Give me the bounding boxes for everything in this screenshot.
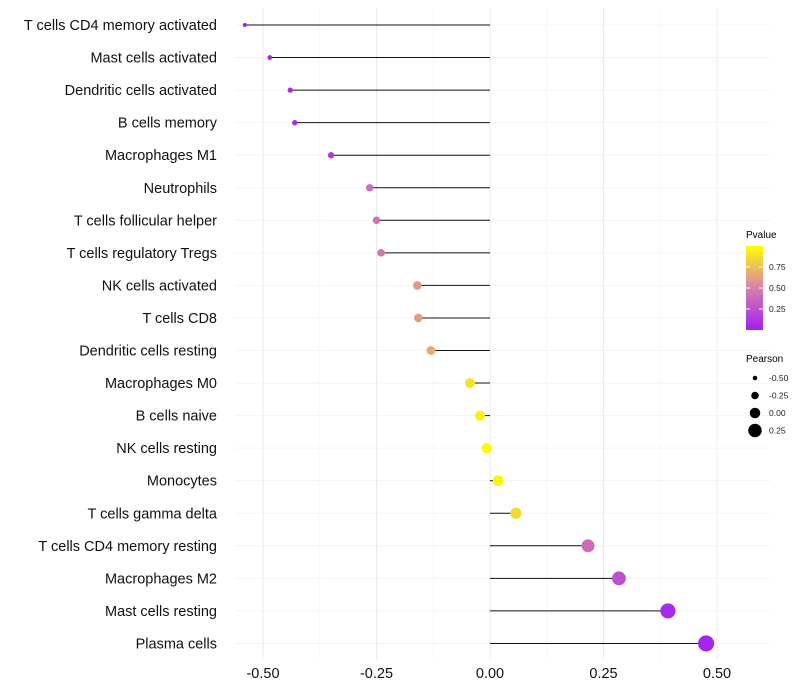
lollipop-dot (327, 152, 335, 159)
size-legend-label: -0.25 (769, 391, 789, 401)
y-tick-label: Mast cells activated (90, 51, 217, 67)
y-tick-label: T cells gamma delta (88, 506, 218, 522)
y-tick-label: Macrophages M1 (105, 148, 217, 164)
y-tick-label: B cells naive (136, 409, 217, 425)
lollipop-dot (492, 475, 504, 487)
lollipop-dot (413, 313, 423, 323)
y-tick-label: NK cells resting (116, 441, 217, 457)
colorbar-label: 0.25 (769, 304, 786, 314)
y-tick-label: NK cells activated (102, 278, 217, 294)
legend-pvalue-title: Pvalue (746, 230, 777, 241)
lollipop-dot (612, 571, 626, 586)
lollipop-dot (287, 87, 293, 93)
x-tick-label: 0.50 (703, 666, 731, 682)
lollipop-dot (698, 635, 715, 652)
size-legend-label: 0.00 (769, 408, 786, 418)
y-tick-label: Dendritic cells resting (79, 344, 217, 360)
y-tick-label: Neutrophils (144, 181, 217, 197)
y-tick-label: Macrophages M2 (105, 571, 217, 587)
x-tick-label: -0.25 (360, 666, 393, 682)
y-tick-label: T cells CD8 (142, 311, 217, 327)
y-tick-label: Monocytes (147, 474, 217, 490)
lollipop-dot (481, 442, 493, 454)
y-tick-label: Plasma cells (136, 636, 217, 652)
y-tick-label: T cells follicular helper (74, 213, 217, 229)
lollipop-dot (413, 281, 422, 290)
y-tick-label: T cells regulatory Tregs (67, 246, 217, 262)
x-tick-label: 0.25 (589, 666, 617, 682)
x-tick-label: 0.00 (476, 666, 504, 682)
y-tick-label: Macrophages M0 (105, 376, 217, 392)
colorbar-label: 0.75 (769, 262, 786, 272)
lollipop-dot (660, 603, 676, 619)
lollipop-dot (366, 184, 374, 192)
pvalue-colorbar (746, 246, 763, 330)
lollipop-dot (377, 249, 385, 257)
x-tick-label: -0.50 (246, 666, 279, 682)
legend-pearson-title: Pearson (746, 354, 783, 365)
size-legend-dot (748, 423, 762, 438)
y-tick-label: T cells CD4 memory activated (24, 18, 217, 34)
y-tick-label: Mast cells resting (105, 604, 217, 620)
lollipop-dot (510, 507, 522, 519)
colorbar-label: 0.50 (769, 283, 786, 293)
lollipop-dot (426, 346, 436, 355)
size-legend-label: -0.50 (769, 373, 789, 383)
lollipop-dot (474, 410, 486, 421)
lollipop-dot (372, 216, 381, 225)
y-tick-label: Dendritic cells activated (65, 83, 217, 99)
size-legend-dot (749, 407, 761, 419)
lollipop-dot (242, 22, 247, 28)
size-legend-dot (751, 391, 759, 400)
lollipop-dot (267, 55, 273, 60)
y-tick-label: T cells CD4 memory resting (38, 539, 217, 555)
lollipop-dot (292, 119, 298, 126)
lollipop-dot (465, 378, 476, 389)
y-tick-label: B cells memory (118, 116, 218, 132)
size-legend-dot (752, 375, 758, 381)
size-legend-label: 0.25 (769, 426, 786, 436)
lollipop-dot (581, 539, 595, 553)
